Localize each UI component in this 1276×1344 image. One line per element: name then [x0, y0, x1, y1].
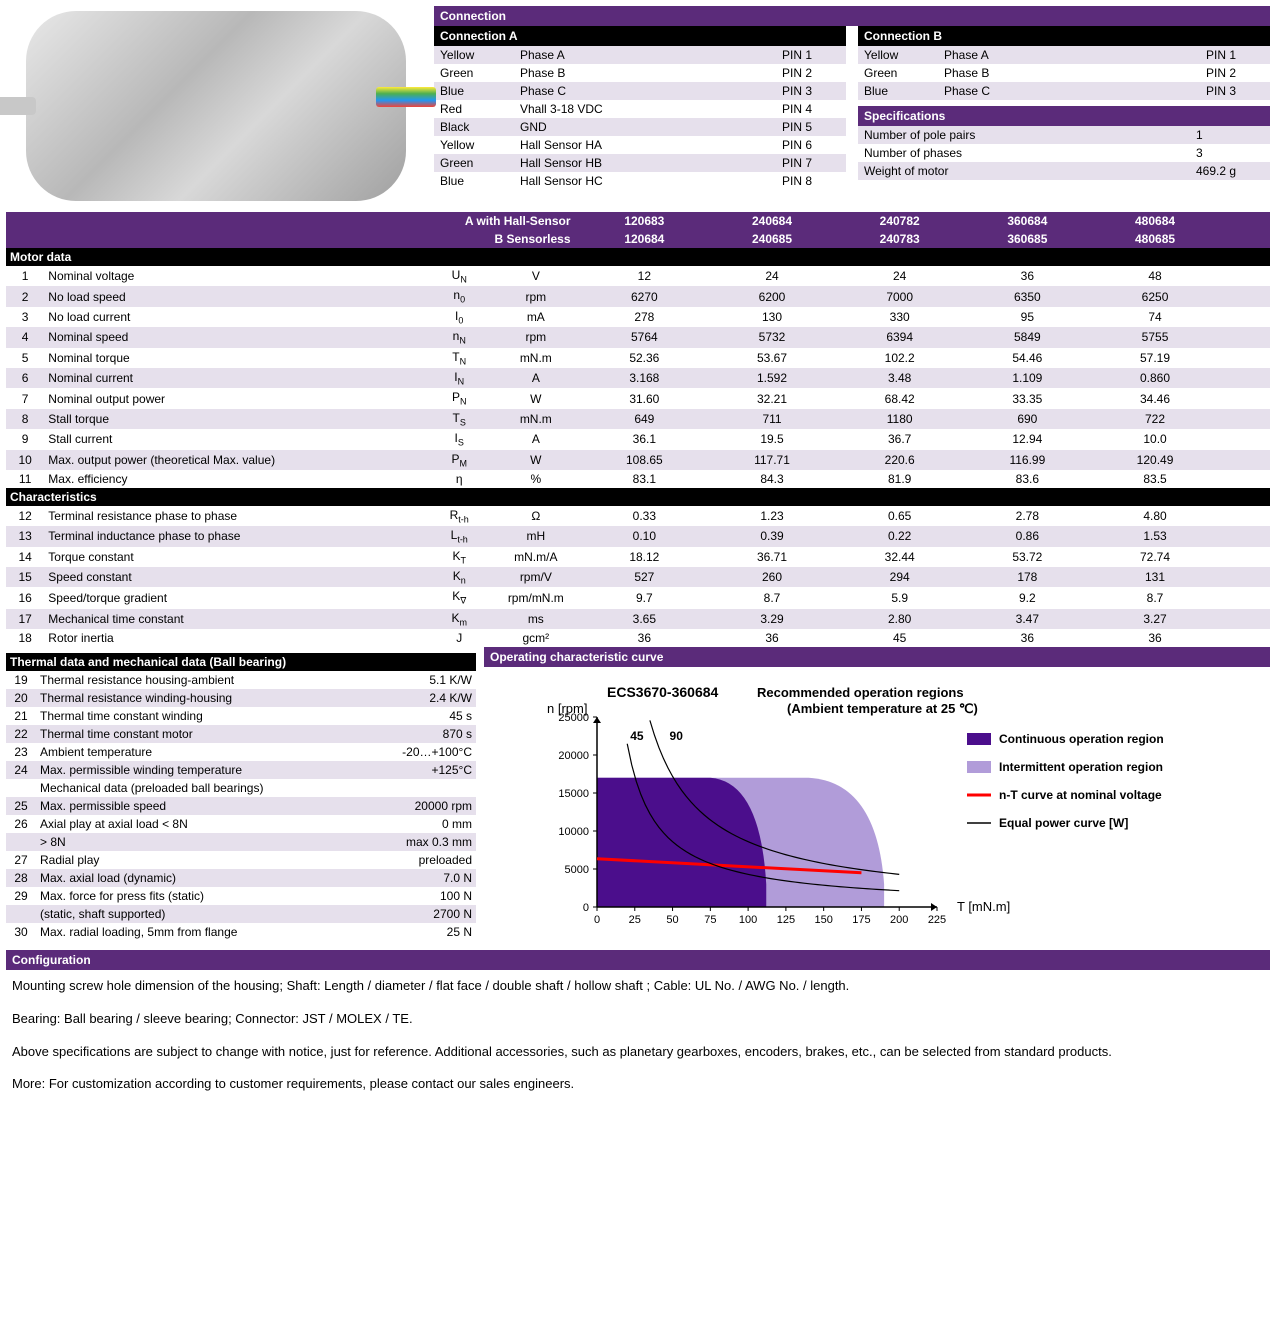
svg-text:0: 0 [594, 914, 600, 926]
svg-text:Continuous operation region: Continuous operation region [999, 732, 1164, 746]
svg-text:0: 0 [583, 902, 589, 914]
motor-image [6, 6, 426, 206]
connection-a-header: Connection A [434, 26, 846, 46]
svg-text:Equal power curve [W]: Equal power curve [W] [999, 816, 1128, 830]
main-data-table: A with Hall-Sensor1206832406842407823606… [6, 212, 1270, 647]
svg-text:10000: 10000 [558, 826, 589, 838]
svg-text:75: 75 [704, 914, 716, 926]
connection-b-header: Connection B [858, 26, 1270, 46]
svg-text:ECS3670-360684: ECS3670-360684 [607, 684, 719, 700]
svg-text:5000: 5000 [565, 864, 589, 876]
specs-header: Specifications [858, 106, 1270, 126]
svg-text:200: 200 [890, 914, 908, 926]
svg-text:225: 225 [928, 914, 946, 926]
config-p1: Mounting screw hole dimension of the hou… [12, 974, 1264, 999]
connection-a-table: YellowPhase APIN 1GreenPhase BPIN 2BlueP… [434, 46, 846, 190]
svg-text:45: 45 [630, 729, 644, 743]
chart-header: Operating characteristic curve [484, 647, 1270, 667]
config-p2: Bearing: Ball bearing / sleeve bearing; … [12, 1007, 1264, 1032]
svg-text:100: 100 [739, 914, 757, 926]
config-p3: Above specifications are subject to chan… [12, 1040, 1264, 1065]
svg-text:n-T curve at nominal voltage: n-T curve at nominal voltage [999, 788, 1162, 802]
config-header: Configuration [6, 950, 1270, 970]
svg-text:25000: 25000 [558, 712, 589, 724]
svg-text:Intermittent operation region: Intermittent operation region [999, 760, 1163, 774]
svg-text:175: 175 [852, 914, 870, 926]
operating-chart: ECS3670-360684 Recommended operation regi… [494, 677, 1260, 937]
svg-text:50: 50 [666, 914, 678, 926]
thermal-table: Thermal data and mechanical data (Ball b… [6, 653, 476, 941]
svg-text:20000: 20000 [558, 750, 589, 762]
svg-text:(Ambient temperature at 25 ℃): (Ambient temperature at 25 ℃) [787, 701, 978, 716]
config-text: Mounting screw hole dimension of the hou… [6, 970, 1270, 1109]
specs-table: Number of pole pairs1Number of phases3We… [858, 126, 1270, 180]
connection-header: Connection [434, 6, 1270, 26]
config-p4: More: For customization according to cus… [12, 1072, 1264, 1097]
svg-text:25: 25 [629, 914, 641, 926]
svg-text:150: 150 [814, 914, 832, 926]
svg-text:Recommended operation regions: Recommended operation regions [757, 685, 964, 700]
connection-b-table: YellowPhase APIN 1GreenPhase BPIN 2BlueP… [858, 46, 1270, 100]
svg-text:15000: 15000 [558, 788, 589, 800]
svg-text:125: 125 [777, 914, 795, 926]
svg-text:90: 90 [670, 729, 684, 743]
svg-text:T [mN.m]: T [mN.m] [957, 899, 1010, 914]
